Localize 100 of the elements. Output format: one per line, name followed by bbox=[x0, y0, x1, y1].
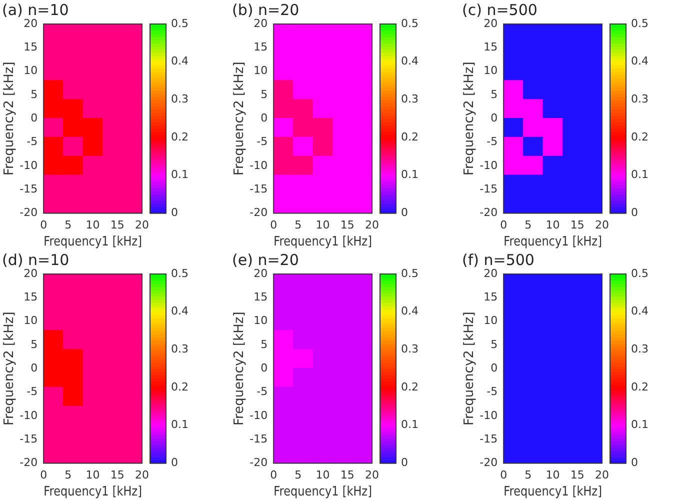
y-tick-label: 20 bbox=[484, 16, 498, 30]
x-tick-label: 10 bbox=[316, 218, 330, 232]
point bbox=[562, 444, 583, 464]
point bbox=[582, 444, 602, 464]
color-bar-label: 0.4 bbox=[171, 54, 188, 68]
point bbox=[582, 42, 602, 62]
y-tick-label: 15 bbox=[484, 290, 498, 304]
point bbox=[312, 174, 333, 195]
point bbox=[63, 444, 84, 464]
point bbox=[82, 444, 103, 464]
color-bar-label: 0.4 bbox=[631, 304, 648, 318]
point bbox=[63, 349, 84, 370]
y-tick-label: 0 bbox=[30, 361, 38, 374]
y-tick-label: 20 bbox=[484, 266, 498, 280]
point bbox=[582, 61, 602, 82]
point bbox=[82, 156, 103, 176]
point bbox=[582, 80, 602, 100]
point bbox=[293, 330, 314, 350]
point bbox=[82, 80, 103, 100]
x-tick-label: 5 bbox=[64, 468, 72, 482]
point bbox=[312, 99, 333, 120]
point bbox=[63, 330, 84, 350]
color-bar-label: 0 bbox=[401, 206, 408, 220]
x-tick-label: 15 bbox=[110, 468, 124, 482]
point bbox=[102, 118, 123, 138]
x-tick-label: 0 bbox=[40, 468, 48, 482]
color-bar-label: 0.5 bbox=[631, 16, 648, 30]
point bbox=[504, 136, 524, 158]
y-tick-label: -5 bbox=[486, 135, 498, 148]
y-tick-label: -20 bbox=[20, 206, 38, 220]
point bbox=[312, 24, 333, 44]
point bbox=[352, 424, 372, 445]
point bbox=[82, 406, 103, 426]
point bbox=[122, 80, 142, 100]
x-axis-title: Frequency1 [kHz] bbox=[44, 234, 142, 249]
x-tick-label: 20 bbox=[365, 218, 379, 232]
point bbox=[542, 24, 563, 44]
x-tick-label: 10 bbox=[86, 468, 100, 482]
point bbox=[582, 99, 602, 120]
x-tick-label: 20 bbox=[595, 218, 609, 232]
point bbox=[82, 368, 103, 388]
x-tick-label: 5 bbox=[294, 218, 302, 232]
point bbox=[63, 406, 84, 426]
x-tick-label: 5 bbox=[294, 468, 302, 482]
point bbox=[122, 368, 142, 388]
point bbox=[44, 386, 64, 408]
x-tick-label: 5 bbox=[64, 218, 72, 232]
point bbox=[122, 292, 142, 312]
y-tick-label: -10 bbox=[250, 408, 268, 422]
y-axis-title: Frequency2 [kHz] bbox=[462, 312, 478, 426]
point bbox=[352, 80, 372, 100]
y-axis-title: Frequency2 [kHz] bbox=[2, 312, 18, 426]
point bbox=[352, 99, 372, 120]
point bbox=[504, 194, 524, 214]
point bbox=[122, 194, 142, 214]
chart-title: (e) n=20 bbox=[232, 250, 299, 269]
point bbox=[582, 24, 602, 44]
point bbox=[82, 24, 103, 44]
x-tick-label: 20 bbox=[135, 218, 149, 232]
point bbox=[312, 368, 333, 388]
y-tick-label: -10 bbox=[20, 408, 38, 422]
point bbox=[122, 174, 142, 195]
x-axis-title: Frequency1 [kHz] bbox=[44, 484, 142, 499]
point bbox=[582, 368, 602, 388]
point bbox=[312, 330, 333, 350]
point bbox=[122, 311, 142, 332]
color-bar-label: 0 bbox=[401, 456, 408, 470]
point bbox=[102, 99, 123, 120]
point bbox=[504, 61, 524, 82]
y-tick-label: 0 bbox=[490, 361, 498, 374]
y-tick-label: 5 bbox=[30, 338, 38, 351]
y-tick-label: 10 bbox=[254, 64, 268, 78]
y-axis-title: Frequency2 [kHz] bbox=[462, 62, 478, 176]
point bbox=[582, 386, 602, 408]
y-tick-label: 0 bbox=[260, 361, 268, 374]
point bbox=[523, 156, 544, 176]
point bbox=[82, 174, 103, 195]
y-tick-label: 5 bbox=[490, 338, 498, 351]
point bbox=[293, 80, 314, 100]
color-bar-label: 0.4 bbox=[401, 54, 418, 68]
point bbox=[542, 99, 563, 120]
x-tick-label: 5 bbox=[524, 218, 532, 232]
x-tick-label: 10 bbox=[546, 468, 560, 482]
point bbox=[582, 118, 602, 138]
point bbox=[582, 330, 602, 350]
color-bar-label: 0.5 bbox=[171, 16, 188, 30]
y-tick-label: -10 bbox=[480, 158, 498, 172]
y-tick-label: -10 bbox=[250, 158, 268, 172]
point bbox=[562, 136, 583, 158]
color-bar-label: 0.2 bbox=[171, 380, 188, 394]
point bbox=[312, 194, 333, 214]
point bbox=[312, 118, 333, 138]
point bbox=[102, 444, 123, 464]
color-bar-label: 0.5 bbox=[631, 266, 648, 280]
color-bar-label: 0.1 bbox=[401, 168, 418, 182]
point bbox=[293, 156, 314, 176]
color-bar-label: 0.3 bbox=[171, 342, 188, 356]
point bbox=[582, 406, 602, 426]
point bbox=[582, 424, 602, 445]
point bbox=[44, 368, 64, 388]
